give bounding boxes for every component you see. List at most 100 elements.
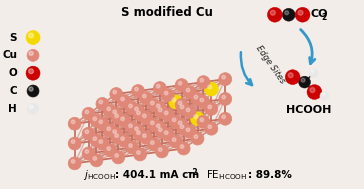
Circle shape (219, 93, 232, 105)
Circle shape (82, 107, 95, 120)
Circle shape (186, 128, 190, 132)
Circle shape (134, 148, 146, 161)
Circle shape (197, 76, 210, 89)
Circle shape (158, 128, 162, 132)
Circle shape (307, 85, 322, 99)
Circle shape (28, 103, 39, 114)
Circle shape (197, 95, 210, 108)
Circle shape (135, 107, 138, 111)
Circle shape (178, 81, 182, 85)
Circle shape (301, 78, 305, 82)
Circle shape (183, 86, 196, 98)
Circle shape (104, 124, 117, 137)
Circle shape (158, 108, 162, 112)
Circle shape (197, 115, 210, 128)
Circle shape (29, 69, 33, 74)
Circle shape (180, 105, 184, 109)
Circle shape (219, 112, 232, 125)
Circle shape (139, 111, 153, 124)
Circle shape (129, 104, 132, 108)
Circle shape (186, 108, 190, 112)
Text: $j_{\rm HCOOH}$: $j_{\rm HCOOH}$ (83, 168, 115, 182)
Circle shape (175, 98, 188, 111)
Circle shape (161, 128, 174, 141)
Circle shape (151, 121, 154, 125)
Circle shape (222, 75, 225, 79)
Circle shape (71, 120, 75, 124)
Circle shape (172, 118, 176, 122)
Circle shape (136, 131, 140, 135)
Circle shape (118, 114, 131, 127)
Circle shape (194, 115, 198, 119)
Circle shape (147, 98, 161, 111)
Circle shape (178, 101, 182, 105)
Text: S modified Cu: S modified Cu (121, 6, 213, 19)
Circle shape (177, 102, 190, 115)
Text: H: H (8, 104, 17, 114)
Circle shape (104, 144, 117, 157)
Circle shape (96, 98, 109, 110)
Circle shape (26, 31, 40, 44)
Circle shape (310, 88, 315, 93)
Circle shape (151, 141, 154, 144)
Circle shape (205, 102, 218, 115)
Text: CO: CO (310, 9, 328, 19)
Circle shape (200, 118, 204, 122)
Circle shape (107, 127, 111, 131)
Circle shape (132, 104, 145, 117)
Circle shape (208, 85, 211, 89)
Circle shape (320, 91, 329, 100)
Circle shape (134, 108, 146, 121)
Circle shape (68, 137, 81, 150)
Circle shape (322, 93, 325, 95)
Circle shape (151, 101, 154, 105)
Circle shape (115, 134, 118, 137)
Circle shape (191, 112, 205, 126)
Circle shape (107, 107, 111, 111)
Circle shape (115, 114, 118, 118)
Circle shape (183, 125, 196, 138)
Text: −2: −2 (187, 168, 198, 177)
Circle shape (115, 154, 118, 157)
Circle shape (180, 125, 184, 129)
Circle shape (139, 131, 153, 144)
Circle shape (200, 78, 204, 82)
Circle shape (96, 117, 109, 130)
Circle shape (129, 124, 132, 128)
Circle shape (135, 87, 138, 91)
Circle shape (191, 93, 204, 105)
Circle shape (205, 122, 218, 135)
Circle shape (154, 82, 166, 94)
Circle shape (288, 73, 293, 78)
Circle shape (113, 130, 116, 133)
Circle shape (93, 117, 97, 121)
Circle shape (177, 122, 190, 135)
Circle shape (208, 125, 211, 129)
Circle shape (104, 104, 117, 117)
Circle shape (298, 76, 310, 88)
Circle shape (295, 7, 310, 22)
Text: O: O (8, 68, 17, 78)
Circle shape (90, 154, 103, 167)
Circle shape (112, 151, 125, 164)
Circle shape (309, 69, 318, 78)
Circle shape (93, 137, 97, 140)
Circle shape (282, 8, 295, 21)
Circle shape (178, 121, 182, 125)
Circle shape (298, 10, 303, 15)
Circle shape (71, 160, 75, 163)
Circle shape (175, 118, 188, 131)
Circle shape (139, 91, 153, 104)
Circle shape (165, 111, 168, 115)
Circle shape (126, 141, 139, 154)
Circle shape (183, 105, 196, 118)
Circle shape (68, 117, 81, 130)
Text: C: C (9, 86, 17, 96)
Text: Edge Sites: Edge Sites (254, 44, 287, 85)
Circle shape (158, 148, 162, 151)
Circle shape (208, 105, 211, 109)
Circle shape (147, 138, 161, 151)
Circle shape (121, 97, 124, 101)
Circle shape (82, 147, 95, 160)
Circle shape (29, 51, 33, 55)
